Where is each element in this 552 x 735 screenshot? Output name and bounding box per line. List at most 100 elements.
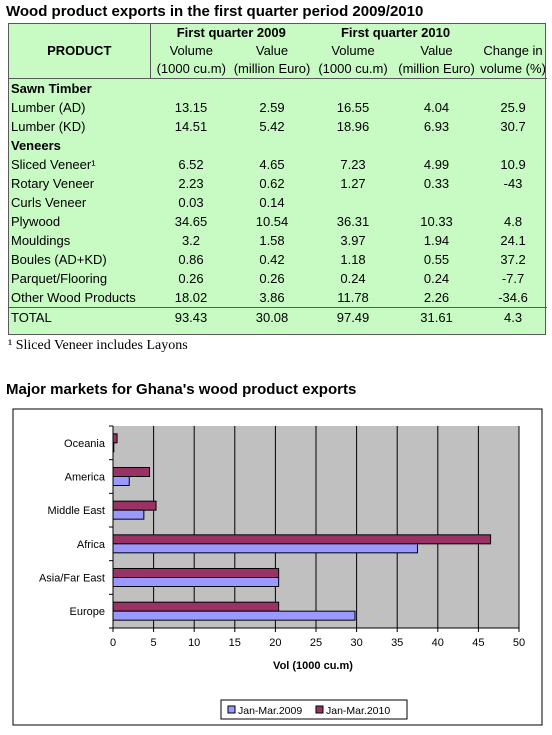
bar-2009: [112, 577, 280, 587]
x-tick-label: 10: [188, 637, 200, 649]
col-volume-2010: Volume: [331, 43, 375, 58]
row-val-2010: 6.93: [423, 119, 450, 134]
row-val-2010: 4.99: [423, 157, 450, 172]
x-tick-label: 0: [110, 637, 116, 649]
table-row: Lumber (AD) 13.15 2.59 16.55 4.04 25.9: [9, 98, 547, 117]
table-row: Other Wood Products 18.02 3.86 11.78 2.2…: [9, 288, 547, 308]
row-product: Lumber (KD): [11, 119, 86, 134]
total-vol-2009: 93.43: [150, 307, 232, 327]
row-vol-2009: 0.03: [178, 195, 204, 210]
period-2009-header: First quarter 2009: [149, 24, 313, 42]
row-val-2010: 0.24: [423, 271, 450, 286]
x-tick-label: 40: [432, 637, 444, 649]
row-val-2009: 5.42: [259, 119, 285, 134]
category-sawn-timber: Sawn Timber: [11, 81, 92, 96]
total-val-2010: 31.61: [394, 307, 480, 327]
table-body: Sawn Timber Lumber (AD) 13.15 2.59 16.55…: [9, 79, 548, 327]
bar-2010: [112, 433, 118, 444]
row-change: 30.7: [500, 119, 526, 134]
category-label: Europe: [70, 606, 105, 618]
x-tick-label: 35: [391, 637, 403, 649]
row-product: Parquet/Flooring: [11, 271, 108, 286]
row-change: 10.9: [500, 157, 526, 172]
period-2010-header: First quarter 2010: [340, 25, 451, 40]
row-vol-2010: 16.55: [336, 100, 370, 115]
category-label: Oceania: [64, 438, 106, 450]
exports-table: PRODUCT First quarter 2009 First quarter…: [8, 23, 548, 335]
table-row: Sliced Veneer¹ 6.52 4.65 7.23 4.99 10.9: [9, 155, 547, 174]
row-change: 24.1: [500, 233, 526, 248]
row-vol-2010: 11.78: [337, 290, 369, 305]
row-change: 4.8: [503, 214, 523, 229]
row-val-2009: 0.26: [259, 271, 285, 286]
legend-swatch: [227, 705, 236, 714]
row-vol-2010: 1.18: [340, 252, 366, 267]
category-label: America: [65, 472, 106, 484]
col-volume-unit-2010: (1000 cu.m): [312, 60, 395, 79]
col-value-2009: Value: [255, 43, 289, 58]
bar-2009: [112, 442, 115, 453]
col-value-unit-2009: (million Euro): [232, 60, 313, 79]
col-volume-unit-2009: (1000 cu.m): [149, 60, 232, 79]
row-val-2009: 3.86: [259, 290, 285, 305]
row-vol-2009: 18.02: [174, 290, 208, 305]
row-val-2009: 2.59: [259, 100, 285, 115]
row-vol-2010: 36.31: [336, 214, 370, 229]
bar-2010: [112, 500, 157, 511]
total-val-2009: 30.08: [232, 307, 313, 327]
col-value-unit-2010: (million Euro): [394, 60, 480, 79]
row-change: -43: [503, 176, 523, 191]
bar-2009: [112, 543, 418, 554]
x-tick-label: 15: [229, 637, 241, 649]
row-vol-2010: 18.96: [336, 119, 370, 134]
row-val-2010: 1.94: [423, 233, 450, 248]
col-volume-2009: Volume: [149, 42, 232, 60]
row-val-2010: 4.04: [423, 100, 450, 115]
row-vol-2009: 2.23: [178, 176, 204, 191]
row-product: Lumber (AD): [11, 100, 86, 115]
chart-title: Major markets for Ghana's wood product e…: [6, 381, 357, 398]
bar-2009: [112, 509, 145, 520]
row-product: Other Wood Products: [11, 290, 136, 305]
row-vol-2010: 7.23: [340, 157, 366, 172]
row-vol-2009: 3.2: [181, 233, 201, 248]
row-vol-2009: 0.86: [178, 252, 204, 267]
page-title: Wood product exports in the first quarte…: [6, 3, 424, 20]
row-change: -34.6: [498, 290, 528, 305]
row-vol-2010: 3.97: [340, 233, 366, 248]
category-veneers: Veneers: [11, 138, 61, 153]
row-vol-2009: 13.15: [174, 100, 208, 115]
col-value-2010: Value: [420, 43, 453, 58]
category-label: Asia/Far East: [39, 573, 105, 585]
bar-2010: [112, 568, 280, 578]
row-vol-2009: 0.26: [178, 271, 204, 286]
row-product: Sliced Veneer¹: [11, 157, 96, 172]
table-row: Rotary Veneer 2.23 0.62 1.27 0.33 -43: [9, 174, 547, 193]
legend-box: [220, 699, 408, 720]
table-row: Curls Veneer 0.03 0.14: [9, 193, 547, 212]
x-tick-label: 50: [513, 637, 525, 649]
legend: Jan-Mar.2009 Jan-Mar.2010: [220, 699, 408, 720]
row-change: 37.2: [500, 252, 526, 267]
row-val-2009: 1.58: [259, 233, 285, 248]
row-val-2010: 2.26: [423, 290, 450, 305]
x-tick-label: 30: [350, 637, 362, 649]
table-row: Lumber (KD) 14.51 5.42 18.96 6.93 30.7: [9, 117, 547, 136]
table-row: Parquet/Flooring 0.26 0.26 0.24 0.24 -7.…: [9, 269, 547, 288]
row-val-2009: 0.14: [259, 195, 285, 210]
bar-2009: [112, 610, 356, 621]
x-tick-label: 20: [269, 637, 281, 649]
y-axis-labels: Europe Asia/Far East Africa Middle East Amer…: [39, 438, 106, 618]
x-axis-ticks: 0 5 10 15 20 25 30 35 40 45 50: [110, 628, 525, 649]
row-change: -7.7: [501, 271, 525, 286]
x-axis-label: Vol (1000 cu.m): [273, 660, 353, 672]
x-tick-label: 45: [472, 637, 484, 649]
total-row: TOTAL 93.43 30.08 97.49 31.61 4.3: [9, 307, 548, 327]
row-vol-2009: 14.51: [174, 119, 208, 134]
row-vol-2009: 6.52: [178, 157, 204, 172]
col-change: Change in: [483, 43, 543, 58]
footnote: ¹ Sliced Veneer includes Layons: [8, 338, 188, 353]
row-product: Rotary Veneer: [11, 176, 95, 191]
row-val-2009: 10.54: [255, 214, 289, 229]
